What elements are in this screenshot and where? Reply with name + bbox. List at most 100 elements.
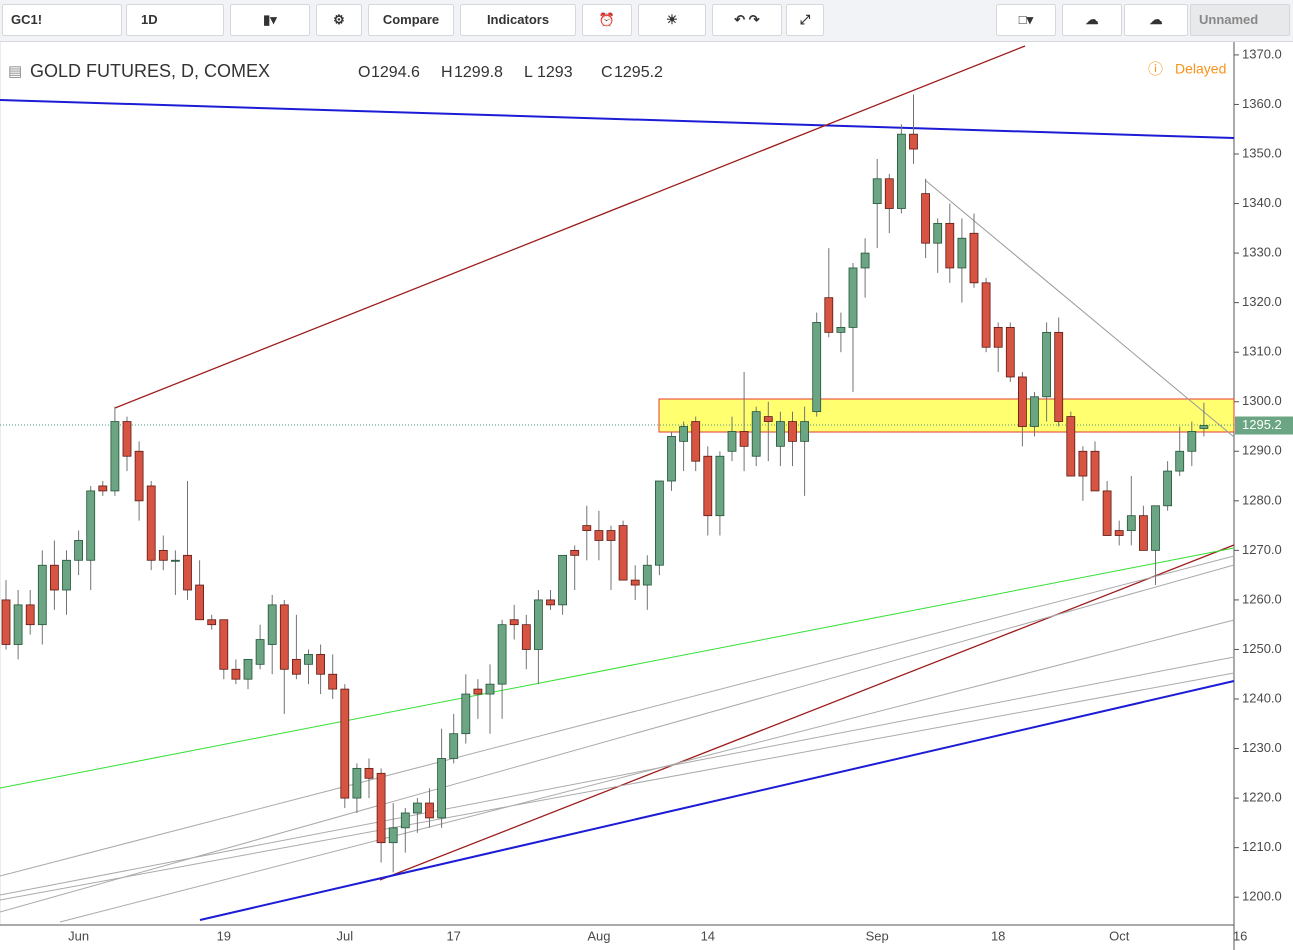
alert-button[interactable]: ⏰ <box>582 4 632 36</box>
undo-redo-button[interactable]: ↶ ↷ <box>712 4 782 36</box>
y-tick-label: 1320.0 <box>1242 294 1282 309</box>
save-button[interactable]: ☁ <box>1124 4 1188 36</box>
candle-body <box>800 421 809 442</box>
candle-body <box>231 668 241 680</box>
candle-body <box>461 693 471 735</box>
candle-body <box>993 327 1003 348</box>
candle-body <box>957 237 967 269</box>
candle-body <box>1018 376 1027 427</box>
symbol-input[interactable]: GC1! <box>2 4 122 36</box>
ohlc-letter: C <box>601 64 613 81</box>
x-tick-label: 18 <box>991 928 1005 943</box>
candle-body <box>412 802 422 814</box>
candle-body <box>37 564 47 626</box>
last-price-badge <box>1235 416 1293 435</box>
x-tick-label: Jun <box>68 928 89 943</box>
y-tick-label: 1370.0 <box>1242 46 1282 61</box>
drawings <box>0 45 1235 923</box>
load-button[interactable]: ☁ <box>1062 4 1122 36</box>
candle-body <box>267 604 277 645</box>
fullscreen-button[interactable]: ⤢ <box>786 4 824 36</box>
x-tick-label: 19 <box>217 928 231 943</box>
delayed-status: Delayed <box>1175 61 1226 77</box>
candle-body <box>739 431 749 447</box>
candle-body <box>316 654 326 675</box>
trendline <box>0 564 1235 913</box>
candle-body <box>642 564 652 586</box>
trendline <box>199 680 1235 921</box>
x-tick-label: Aug <box>587 928 610 943</box>
candle-body <box>679 426 688 442</box>
candle-body <box>328 673 338 690</box>
candle-body <box>1175 450 1185 472</box>
chart-style-button[interactable]: ▮▾ <box>230 4 310 36</box>
candle-body <box>183 554 192 591</box>
candle-body <box>1078 450 1088 477</box>
candle-body <box>449 733 459 759</box>
ohlc-value: 1294.6 <box>371 64 420 81</box>
candle-body <box>703 455 713 517</box>
y-tick-label: 1360.0 <box>1242 96 1282 111</box>
y-tick-label: 1240.0 <box>1242 690 1282 705</box>
candle-body <box>582 525 592 531</box>
delayed-icon: ⓘ <box>1148 61 1163 78</box>
y-tick-label: 1250.0 <box>1242 641 1282 656</box>
candle-body <box>86 490 96 561</box>
candle-body <box>122 421 132 457</box>
y-tick-label: 1290.0 <box>1242 443 1282 458</box>
interval-button[interactable]: 1D <box>126 4 224 36</box>
candle-body <box>788 421 797 442</box>
layout-name[interactable]: Unnamed <box>1190 4 1290 36</box>
candle-body <box>521 624 531 650</box>
y-tick-label: 1210.0 <box>1242 839 1282 854</box>
y-tick-label: 1280.0 <box>1242 492 1282 507</box>
x-tick-label: 16 <box>1233 928 1247 943</box>
candle-body <box>364 767 374 779</box>
zone-rectangle <box>658 398 1235 433</box>
candle-body <box>776 421 785 447</box>
indicators-button[interactable]: Indicators <box>460 4 576 36</box>
trendline <box>924 179 1235 438</box>
color-button[interactable]: □▾ <box>996 4 1056 36</box>
candle-body <box>170 559 180 562</box>
candle-body <box>1042 331 1051 398</box>
candle-body <box>1199 425 1209 429</box>
candle-body <box>388 827 398 844</box>
candle-body <box>897 133 906 209</box>
x-tick-label: Sep <box>866 928 889 943</box>
y-tick-label: 1330.0 <box>1242 245 1282 260</box>
candle-body <box>715 455 725 517</box>
candle-body <box>1163 470 1172 507</box>
candle-body <box>1139 515 1148 551</box>
compare-button[interactable]: Compare <box>368 4 454 36</box>
candle-body <box>134 450 144 502</box>
trendline <box>0 555 1235 877</box>
candle-body <box>630 579 640 586</box>
candle-body <box>546 599 555 606</box>
candle-body <box>751 411 761 457</box>
candle-body <box>606 530 616 541</box>
candle-body <box>909 133 918 150</box>
y-tick-label: 1200.0 <box>1242 889 1282 904</box>
candle-body <box>74 540 83 561</box>
x-tick-label: Oct <box>1109 928 1130 943</box>
last-price-label: 1295.2 <box>1242 417 1282 432</box>
candle-body <box>1151 505 1160 551</box>
ohlc-value: 1293 <box>537 64 573 81</box>
candle-body <box>400 812 410 829</box>
trendline <box>0 656 1235 896</box>
legend-icon: ▤ <box>8 63 22 80</box>
y-tick-label: 1230.0 <box>1242 740 1282 755</box>
candle-body <box>13 604 23 645</box>
ohlc-value: 1299.8 <box>454 64 503 81</box>
settings-button[interactable]: ⚙ <box>316 4 362 36</box>
candle-body <box>207 619 217 626</box>
ohlc-letter: O <box>358 64 370 81</box>
candle-body <box>158 549 168 561</box>
candle-body <box>860 252 870 269</box>
ideas-button[interactable]: ☀ <box>638 4 706 36</box>
candle-body <box>763 416 773 422</box>
trendline <box>114 45 1026 409</box>
candle-body <box>1126 515 1136 531</box>
trendline <box>0 672 1235 901</box>
